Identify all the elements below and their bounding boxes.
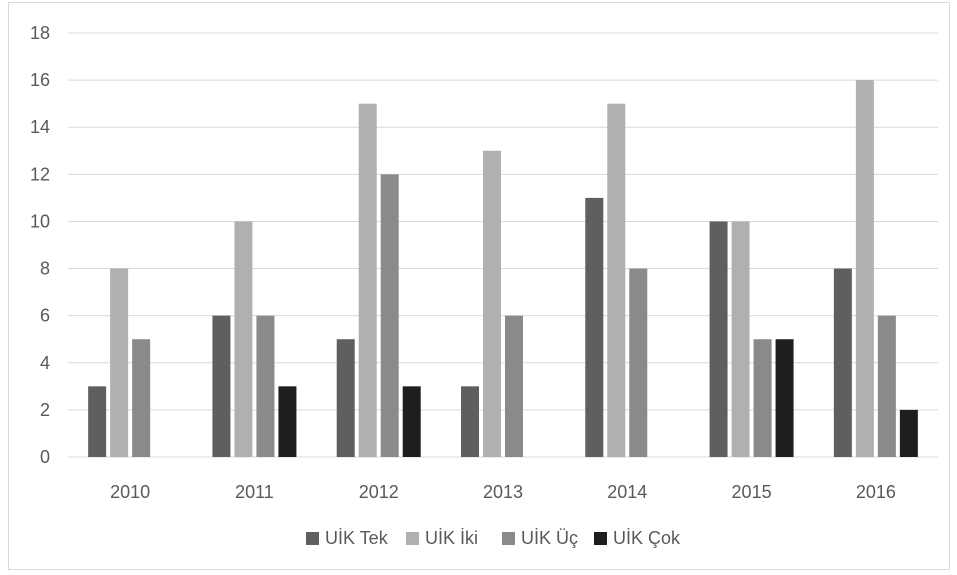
bar [834,269,852,457]
bar [710,221,728,457]
y-tick-label: 12 [30,164,50,184]
bar [110,269,128,457]
bar [461,386,479,457]
y-tick-label: 18 [30,23,50,43]
legend-label: UİK İki [425,528,478,548]
bar [878,316,896,457]
bar [234,221,252,457]
bar [483,151,501,457]
bar [381,174,399,457]
x-tick-label: 2013 [483,482,523,502]
legend-label: UİK Çok [613,528,681,548]
legend-swatch [406,532,419,545]
y-tick-label: 14 [30,117,50,137]
y-tick-label: 16 [30,70,50,90]
bar [505,316,523,457]
bar [856,80,874,457]
bar [88,386,106,457]
y-tick-label: 6 [40,306,50,326]
x-tick-label: 2010 [110,482,150,502]
bar [132,339,150,457]
legend-label: UİK Tek [325,528,389,548]
x-tick-label: 2016 [856,482,896,502]
bar [629,269,647,457]
y-tick-label: 2 [40,400,50,420]
x-tick-label: 2011 [235,482,274,502]
y-tick-label: 8 [40,259,50,279]
y-tick-label: 4 [40,353,50,373]
bar [754,339,772,457]
bar [607,104,625,457]
bar [403,386,421,457]
bar [585,198,603,457]
legend-label: UİK Üç [521,528,578,548]
y-tick-label: 10 [30,211,50,231]
legend-swatch [306,532,319,545]
y-tick-label: 0 [40,447,50,467]
bar [256,316,274,457]
bar [212,316,230,457]
bar [359,104,377,457]
legend-swatch [594,532,607,545]
x-tick-label: 2012 [359,482,399,502]
legend-swatch [502,532,515,545]
x-tick-label: 2014 [607,482,647,502]
x-tick-label: 2015 [732,482,772,502]
bar [278,386,296,457]
bar [900,410,918,457]
bar [732,221,750,457]
bar [337,339,355,457]
bar [776,339,794,457]
